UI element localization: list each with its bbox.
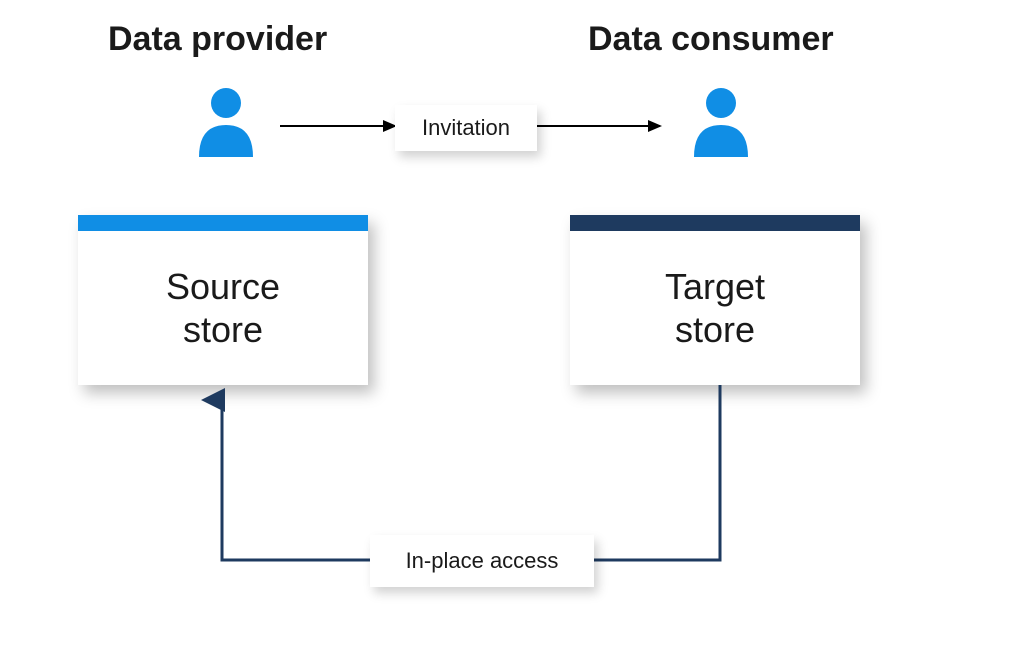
target-store-bar <box>570 215 860 231</box>
target-store-box: Target store <box>570 215 860 385</box>
consumer-person-icon <box>690 85 752 157</box>
inplace-label-text: In-place access <box>406 548 559 574</box>
source-store-text: Source store <box>166 265 280 351</box>
source-store-box: Source store <box>78 215 368 385</box>
target-store-text: Target store <box>665 265 765 351</box>
inplace-label: In-place access <box>370 535 594 587</box>
invitation-label: Invitation <box>395 105 537 151</box>
provider-heading-text: Data provider <box>108 20 327 58</box>
invitation-label-text: Invitation <box>422 115 510 141</box>
provider-person-icon <box>195 85 257 157</box>
diagram-stage: Data provider Data consumer Invitation <box>0 0 1024 672</box>
consumer-heading: Data consumer <box>588 20 834 59</box>
provider-heading: Data provider <box>108 20 327 59</box>
target-store-text-wrap: Target store <box>570 231 860 385</box>
consumer-heading-text: Data consumer <box>588 20 834 58</box>
source-store-text-wrap: Source store <box>78 231 368 385</box>
source-store-bar <box>78 215 368 231</box>
